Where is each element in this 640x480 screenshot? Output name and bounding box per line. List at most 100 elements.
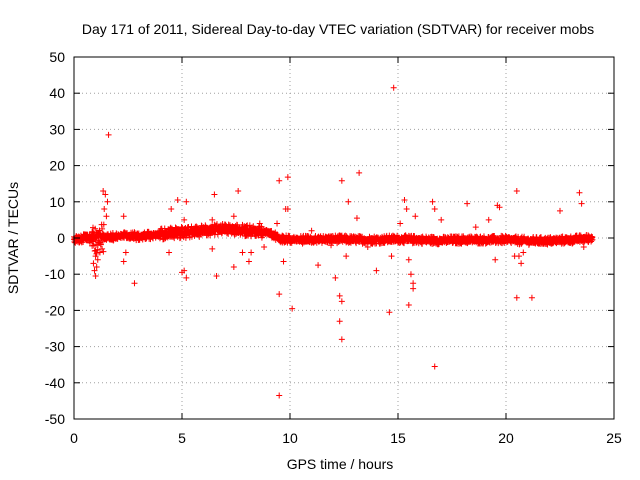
data-point (230, 213, 237, 220)
data-point (90, 260, 97, 267)
data-point (338, 298, 345, 305)
y-tick-label: -40 (45, 375, 65, 391)
data-point (96, 249, 103, 256)
data-point (248, 249, 255, 256)
data-point (338, 336, 345, 343)
data-point (211, 191, 218, 198)
data-layer (71, 84, 596, 399)
data-point (120, 213, 127, 220)
data-point (364, 244, 371, 251)
data-point (345, 198, 352, 205)
data-point (429, 198, 436, 205)
data-point (102, 191, 109, 198)
data-point (103, 213, 110, 220)
data-point (91, 267, 98, 274)
data-point (183, 274, 190, 281)
data-point (338, 177, 345, 184)
data-point (280, 258, 287, 265)
y-tick-label: 30 (49, 121, 65, 137)
data-point (92, 253, 99, 260)
data-point (353, 215, 360, 222)
data-point (513, 294, 520, 301)
data-point (403, 206, 410, 213)
data-point (472, 224, 479, 231)
data-point (166, 249, 173, 256)
data-point (328, 242, 335, 249)
data-point (276, 291, 283, 298)
data-point (343, 253, 350, 260)
data-point (284, 174, 291, 181)
data-point (431, 206, 438, 213)
baseline-point (97, 241, 104, 248)
data-point (105, 131, 112, 138)
data-point (336, 318, 343, 325)
data-point (101, 206, 108, 213)
data-point (230, 263, 237, 270)
data-point (576, 189, 583, 196)
x-tick-label: 25 (606, 430, 622, 446)
data-point (492, 256, 499, 263)
data-point (401, 196, 408, 203)
data-point (245, 258, 252, 265)
y-tick-label: -50 (45, 411, 65, 427)
data-point (388, 253, 395, 260)
data-point (239, 249, 246, 256)
baseline-point (100, 221, 107, 228)
data-point (284, 206, 291, 213)
x-tick-label: 20 (498, 430, 514, 446)
data-point (289, 305, 296, 312)
x-tick-label: 5 (178, 430, 186, 446)
data-point (580, 244, 587, 251)
data-point (93, 263, 100, 270)
x-tick-label: 10 (282, 430, 298, 446)
data-point (557, 207, 563, 214)
data-point (99, 245, 106, 252)
data-point (213, 273, 220, 280)
data-point (181, 216, 188, 223)
data-point (407, 271, 414, 278)
data-point (92, 273, 99, 280)
y-tick-label: 50 (49, 49, 65, 65)
data-point (412, 213, 419, 220)
data-point (120, 258, 127, 265)
chart-title: Day 171 of 2011, Sidereal Day-to-day VTE… (82, 21, 594, 37)
data-point (235, 187, 242, 194)
data-point (464, 200, 471, 207)
baseline-point (243, 223, 250, 230)
data-point (520, 249, 527, 256)
x-axis-label: GPS time / hours (287, 456, 394, 472)
data-point (131, 280, 138, 287)
data-point (233, 225, 239, 232)
data-point (100, 187, 107, 194)
x-tick-label: 0 (70, 430, 78, 446)
y-tick-label: 10 (49, 194, 65, 210)
data-point (397, 220, 404, 227)
data-point (513, 187, 520, 194)
data-point (518, 260, 525, 267)
data-point (122, 249, 129, 256)
data-point (405, 256, 412, 263)
y-tick-label: 0 (57, 230, 65, 246)
data-point (578, 200, 585, 207)
data-point (209, 216, 216, 223)
data-point (179, 269, 185, 276)
ticks: 0 5 10 15 20 25 -50 -40 -30 -20 -10 0 10 20 30 40 50 (45, 49, 622, 446)
data-point (528, 294, 535, 301)
data-point (515, 253, 522, 260)
data-point (308, 227, 315, 234)
data-point (261, 244, 268, 251)
y-axis-label: SDTVAR / TECUs (5, 182, 21, 294)
data-point (410, 280, 417, 287)
data-point (274, 220, 281, 227)
data-point (410, 285, 417, 292)
y-tick-label: -20 (45, 302, 65, 318)
data-point (431, 363, 438, 370)
data-point (386, 309, 393, 316)
data-point (174, 196, 181, 203)
data-point (256, 220, 263, 227)
baseline-point (589, 234, 596, 241)
data-point (373, 267, 380, 274)
data-point (94, 256, 101, 263)
data-point (496, 204, 503, 211)
baseline-point (90, 238, 97, 245)
